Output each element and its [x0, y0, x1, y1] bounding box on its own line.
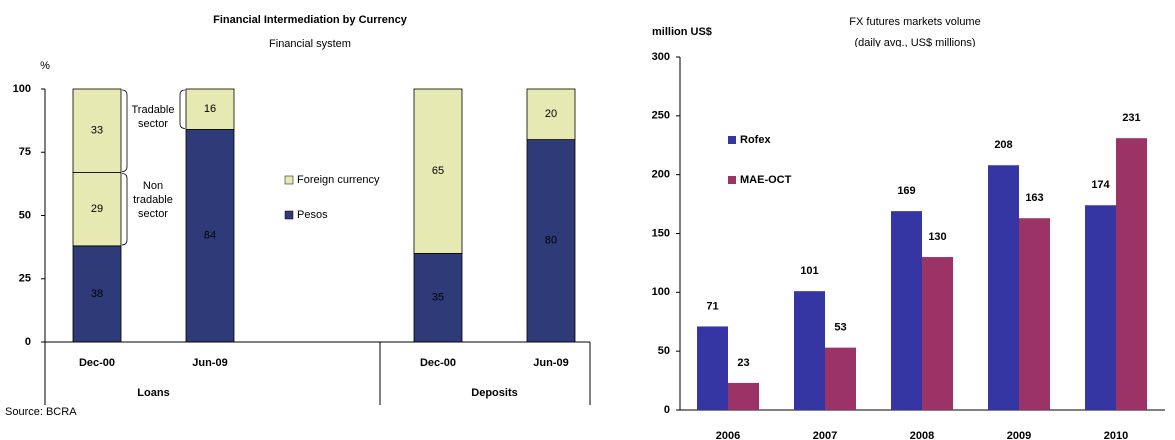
y-axis-label: million US$ [652, 26, 712, 38]
bracket [121, 173, 128, 246]
source: Source: BCRA [5, 406, 77, 418]
annotation: sector [138, 208, 168, 220]
bar [794, 291, 825, 410]
data-label: 16 [204, 103, 216, 115]
data-label: 38 [91, 288, 103, 300]
y-tick-label: 50 [658, 345, 670, 357]
x-tick-label: Dec-00 [420, 357, 456, 369]
chart-title: Financial Intermediation by Currency [213, 14, 408, 26]
legend-label: Pesos [297, 209, 328, 221]
y-tick-label: 100 [652, 286, 670, 298]
bracket [179, 89, 186, 129]
legend-swatch [728, 176, 736, 184]
bar-segment [185, 129, 235, 343]
data-label: 174 [1091, 179, 1110, 191]
data-label: 101 [800, 265, 818, 277]
legend-label: Rofex [740, 134, 771, 146]
bar [1085, 205, 1116, 410]
y-axis-label: % [40, 60, 50, 72]
bar [1019, 218, 1050, 410]
bar [891, 211, 922, 410]
data-label: 53 [834, 322, 846, 334]
data-label: 231 [1122, 112, 1140, 124]
data-label: 23 [737, 357, 749, 369]
y-tick-label: 50 [19, 209, 31, 221]
legend-swatch [728, 136, 736, 144]
bar-segment [72, 245, 122, 343]
y-tick-label: 25 [19, 273, 31, 285]
y-tick-label: 200 [652, 169, 670, 181]
x-tick-label: 2006 [716, 430, 740, 440]
bar [825, 347, 856, 410]
bar-segment [185, 88, 235, 130]
data-label: 35 [432, 292, 444, 304]
x-tick-label: 2008 [910, 430, 934, 440]
data-label: 80 [545, 235, 557, 247]
y-tick-label: 300 [652, 51, 670, 63]
bar-segment [72, 88, 122, 173]
bracket [121, 89, 128, 172]
chart-subtitle: (daily avg., US$ millions) [854, 37, 975, 49]
y-tick-label: 250 [652, 110, 670, 122]
data-label: 130 [928, 231, 946, 243]
x-tick-label: 2010 [1104, 430, 1128, 440]
legend-label: MAE-OCT [740, 174, 792, 186]
bar [988, 165, 1019, 410]
data-label: 163 [1025, 192, 1043, 204]
chart-title: FX futures markets volume [849, 16, 980, 28]
y-tick-label: 100 [13, 83, 31, 95]
chart-subtitle: Financial system [269, 38, 351, 50]
data-label: 20 [545, 108, 557, 120]
bar-segment [526, 139, 576, 343]
group-label: Loans [137, 387, 169, 399]
bar-segment [413, 88, 463, 254]
bar [728, 382, 759, 410]
legend-label: Foreign currency [297, 174, 380, 186]
legend-swatch [284, 175, 294, 185]
data-label: 29 [91, 203, 103, 215]
data-label: 71 [706, 300, 718, 312]
bar-segment [413, 253, 463, 343]
annotation: tradable [133, 194, 173, 206]
group-label: Deposits [471, 387, 517, 399]
data-label: 33 [91, 125, 103, 137]
bar-segment [526, 88, 576, 140]
bar [922, 257, 953, 410]
bar [697, 326, 728, 410]
data-label: 208 [994, 139, 1012, 151]
annotation: Tradable [131, 104, 174, 116]
x-tick-label: 2007 [813, 430, 837, 440]
bar [1116, 138, 1147, 410]
x-tick-label: Dec-00 [79, 357, 115, 369]
x-tick-label: Jun-09 [533, 357, 568, 369]
x-tick-label: 2009 [1007, 430, 1031, 440]
legend-swatch [284, 210, 294, 220]
annotation: Non [143, 180, 163, 192]
data-label: 84 [204, 230, 216, 242]
data-label: 169 [897, 185, 915, 197]
y-tick-label: 0 [664, 404, 670, 416]
y-tick-label: 0 [25, 336, 31, 348]
data-label: 65 [432, 165, 444, 177]
bar-segment [72, 172, 122, 247]
annotation: sector [138, 118, 168, 130]
y-tick-label: 150 [652, 227, 670, 239]
x-tick-label: Jun-09 [192, 357, 227, 369]
y-tick-label: 75 [19, 146, 31, 158]
